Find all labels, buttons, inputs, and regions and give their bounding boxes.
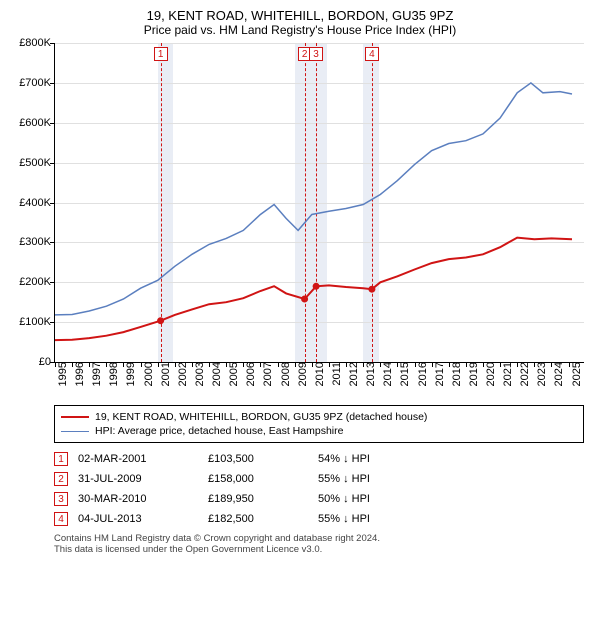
footnote-line2: This data is licensed under the Open Gov…: [54, 544, 584, 555]
x-tick-label: 2016: [411, 362, 429, 386]
x-tick-label: 2000: [137, 362, 155, 386]
x-tick-label: 2015: [393, 362, 411, 386]
x-tick-label: 2012: [342, 362, 360, 386]
x-tick-label: 2020: [479, 362, 497, 386]
x-tick-label: 2008: [274, 362, 292, 386]
sale-price: £158,000: [208, 473, 318, 485]
x-tick-label: 2005: [222, 362, 240, 386]
legend-label-property: 19, KENT ROAD, WHITEHILL, BORDON, GU35 9…: [95, 411, 427, 423]
x-tick-label: 2011: [325, 362, 343, 386]
chart-title: 19, KENT ROAD, WHITEHILL, BORDON, GU35 9…: [10, 8, 590, 37]
legend-swatch-property: [61, 416, 89, 418]
sale-date: 31-JUL-2009: [78, 473, 208, 485]
y-tick-label: £400K: [19, 197, 55, 209]
x-tick-label: 2023: [530, 362, 548, 386]
y-tick-label: £300K: [19, 236, 55, 248]
sale-date: 02-MAR-2001: [78, 453, 208, 465]
sale-marker-4: 4: [54, 512, 68, 526]
sale-dot: [157, 317, 164, 324]
y-tick-label: £200K: [19, 276, 55, 288]
sales-table: 1 02-MAR-2001 £103,500 54% ↓ HPI 2 31-JU…: [54, 449, 584, 529]
x-tick-label: 1995: [51, 362, 69, 386]
line-layer: [55, 43, 584, 362]
x-tick-label: 2002: [171, 362, 189, 386]
y-tick-label: £100K: [19, 316, 55, 328]
sales-row: 4 04-JUL-2013 £182,500 55% ↓ HPI: [54, 509, 584, 529]
legend: 19, KENT ROAD, WHITEHILL, BORDON, GU35 9…: [54, 405, 584, 443]
x-tick-label: 2014: [376, 362, 394, 386]
legend-row-hpi: HPI: Average price, detached house, East…: [61, 425, 577, 437]
x-tick-label: 2010: [308, 362, 326, 386]
property-line: [55, 238, 572, 341]
x-tick-label: 2013: [359, 362, 377, 386]
sale-date: 30-MAR-2010: [78, 493, 208, 505]
sale-delta: 54% ↓ HPI: [318, 453, 438, 465]
x-tick-label: 2022: [513, 362, 531, 386]
y-tick-label: £600K: [19, 117, 55, 129]
x-tick-label: 2017: [428, 362, 446, 386]
hpi-line: [55, 83, 572, 315]
y-tick-label: £500K: [19, 157, 55, 169]
legend-row-property: 19, KENT ROAD, WHITEHILL, BORDON, GU35 9…: [61, 411, 577, 423]
sale-marker-1: 1: [54, 452, 68, 466]
sales-row: 2 31-JUL-2009 £158,000 55% ↓ HPI: [54, 469, 584, 489]
title-address: 19, KENT ROAD, WHITEHILL, BORDON, GU35 9…: [10, 8, 590, 23]
legend-label-hpi: HPI: Average price, detached house, East…: [95, 425, 343, 437]
x-tick-label: 2025: [565, 362, 583, 386]
x-tick-label: 2004: [205, 362, 223, 386]
x-tick-label: 2018: [445, 362, 463, 386]
x-tick-label: 1998: [102, 362, 120, 386]
x-tick-label: 1996: [68, 362, 86, 386]
x-tick-label: 2003: [188, 362, 206, 386]
x-tick-label: 1999: [119, 362, 137, 386]
sale-marker-3: 3: [54, 492, 68, 506]
sale-dot: [313, 283, 320, 290]
legend-swatch-hpi: [61, 431, 89, 432]
x-tick-label: 2001: [154, 362, 172, 386]
sale-dot: [368, 286, 375, 293]
title-subtitle: Price paid vs. HM Land Registry's House …: [10, 23, 590, 37]
sale-price: £182,500: [208, 513, 318, 525]
x-tick-label: 1997: [85, 362, 103, 386]
x-tick-label: 2006: [239, 362, 257, 386]
x-tick-label: 2007: [256, 362, 274, 386]
sales-row: 1 02-MAR-2001 £103,500 54% ↓ HPI: [54, 449, 584, 469]
y-tick-label: £700K: [19, 77, 55, 89]
sale-price: £103,500: [208, 453, 318, 465]
plot-area: £0£100K£200K£300K£400K£500K£600K£700K£80…: [54, 43, 584, 363]
footnote-line1: Contains HM Land Registry data © Crown c…: [54, 533, 584, 544]
sale-dot: [301, 296, 308, 303]
footnote: Contains HM Land Registry data © Crown c…: [54, 533, 584, 555]
sale-delta: 55% ↓ HPI: [318, 473, 438, 485]
x-tick-label: 2024: [547, 362, 565, 386]
sale-date: 04-JUL-2013: [78, 513, 208, 525]
sale-marker-2: 2: [54, 472, 68, 486]
sales-row: 3 30-MAR-2010 £189,950 50% ↓ HPI: [54, 489, 584, 509]
x-tick-label: 2021: [496, 362, 514, 386]
sale-delta: 55% ↓ HPI: [318, 513, 438, 525]
x-tick-label: 2019: [462, 362, 480, 386]
sale-price: £189,950: [208, 493, 318, 505]
chart-container: 19, KENT ROAD, WHITEHILL, BORDON, GU35 9…: [0, 0, 600, 559]
y-tick-label: £800K: [19, 37, 55, 49]
sale-delta: 50% ↓ HPI: [318, 493, 438, 505]
x-tick-label: 2009: [291, 362, 309, 386]
